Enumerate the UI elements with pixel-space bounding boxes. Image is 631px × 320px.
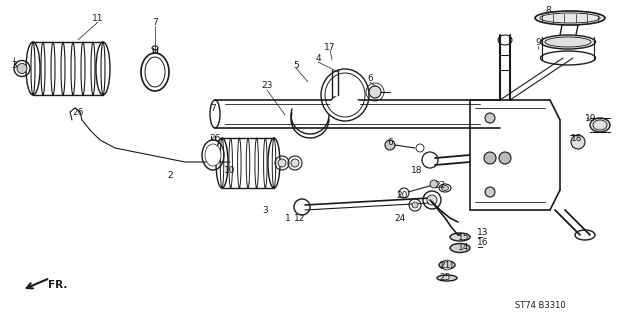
Text: 19: 19 [585, 114, 597, 123]
Text: 7: 7 [210, 103, 216, 113]
Text: 6: 6 [387, 138, 393, 147]
Text: 1: 1 [285, 213, 291, 222]
Ellipse shape [145, 57, 165, 87]
Circle shape [385, 140, 395, 150]
Ellipse shape [542, 37, 550, 47]
Ellipse shape [450, 244, 470, 252]
Ellipse shape [586, 37, 594, 47]
Circle shape [278, 159, 286, 167]
Text: FR.: FR. [49, 280, 68, 290]
Text: 26: 26 [73, 108, 84, 116]
Text: 12: 12 [294, 213, 305, 222]
Ellipse shape [439, 261, 455, 269]
Text: 20: 20 [396, 190, 408, 199]
Ellipse shape [590, 118, 610, 132]
Text: 15: 15 [458, 233, 469, 242]
Text: 21: 21 [439, 260, 451, 269]
Text: 4: 4 [316, 53, 321, 62]
Text: 13: 13 [477, 228, 489, 236]
Circle shape [442, 260, 452, 270]
Text: 2: 2 [167, 171, 173, 180]
Circle shape [430, 180, 438, 188]
Text: 7: 7 [152, 18, 158, 27]
Circle shape [485, 113, 495, 123]
Ellipse shape [541, 35, 596, 49]
Text: 18: 18 [571, 133, 583, 142]
Ellipse shape [442, 186, 449, 190]
Circle shape [485, 187, 495, 197]
Text: 26: 26 [209, 133, 221, 142]
Text: 11: 11 [92, 13, 103, 22]
Text: 16: 16 [477, 237, 489, 246]
Text: 17: 17 [324, 43, 336, 52]
Text: 18: 18 [411, 165, 423, 174]
Ellipse shape [330, 95, 360, 115]
Text: 24: 24 [394, 213, 406, 222]
Ellipse shape [450, 233, 470, 241]
Text: 9: 9 [535, 37, 541, 46]
Text: ST74 B3310: ST74 B3310 [515, 300, 565, 309]
Circle shape [369, 86, 381, 98]
Ellipse shape [437, 275, 457, 281]
Circle shape [571, 135, 585, 149]
Text: 14: 14 [458, 243, 469, 252]
Circle shape [484, 152, 496, 164]
Text: 10: 10 [224, 165, 236, 174]
Circle shape [17, 63, 27, 74]
Text: 22: 22 [434, 180, 445, 189]
Text: 3: 3 [11, 60, 17, 69]
Text: 5: 5 [293, 60, 299, 69]
Circle shape [499, 152, 511, 164]
Text: 8: 8 [545, 5, 551, 14]
Circle shape [412, 202, 418, 208]
Ellipse shape [205, 144, 221, 166]
Circle shape [427, 195, 437, 205]
Ellipse shape [535, 11, 605, 25]
Text: 25: 25 [439, 274, 451, 283]
Text: 6: 6 [367, 74, 373, 83]
Text: 3: 3 [262, 205, 268, 214]
Text: 23: 23 [261, 81, 273, 90]
Circle shape [291, 159, 299, 167]
